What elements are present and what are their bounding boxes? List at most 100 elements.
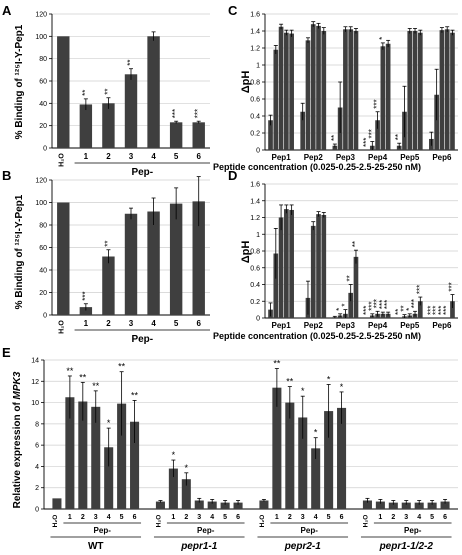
panel-e-xtick-label: 5 bbox=[327, 514, 331, 521]
panel-c-ytick-label: 1.4 bbox=[250, 29, 260, 36]
panel-e-xtick-label: 1 bbox=[378, 514, 382, 521]
panel-label-c: C bbox=[228, 3, 238, 18]
panel-e-significance: * bbox=[340, 382, 344, 392]
panel-d-bar bbox=[278, 217, 284, 318]
panel-e-bar bbox=[117, 403, 127, 509]
panel-a-ytick-label: 40 bbox=[39, 101, 47, 108]
panel-e-xtick-label: H₂O bbox=[259, 515, 266, 528]
panel-b-xtick-label: 1 bbox=[84, 319, 89, 328]
panel-e-xtick-label: 6 bbox=[236, 514, 240, 521]
panel-e-ytick-label: 2 bbox=[35, 485, 39, 492]
panel-d-ytick-label: 1.2 bbox=[250, 215, 260, 222]
panel-e-ytick-label: 4 bbox=[35, 464, 39, 471]
panel-b-bar bbox=[124, 213, 138, 315]
panel-e-bar bbox=[168, 468, 178, 509]
panel-e-bar bbox=[285, 402, 295, 509]
panel-d-significance: *** bbox=[432, 306, 441, 315]
panel-a-xtick-label: 3 bbox=[129, 152, 134, 161]
panel-e-ylabel: Relative expression of MPK3 bbox=[12, 371, 23, 508]
panel-e-xtick-label: H₂O bbox=[362, 515, 369, 528]
panel-e-bar bbox=[337, 407, 347, 509]
panel-e-significance: ** bbox=[92, 381, 100, 391]
panel-e-significance: * bbox=[185, 463, 189, 473]
panel-e-significance: * bbox=[301, 386, 305, 396]
panel-e-bar bbox=[388, 502, 398, 509]
panel-a-bar bbox=[57, 36, 70, 149]
panel-e-xtick-label: 4 bbox=[107, 514, 111, 521]
panel-d-xtick-label: Pep6 bbox=[432, 321, 452, 330]
panel-c-ytick-label: 1.6 bbox=[250, 12, 260, 19]
panel-c-bar bbox=[305, 40, 311, 150]
panel-e-significance: ** bbox=[118, 362, 126, 372]
panel-e-bar bbox=[427, 502, 437, 509]
panel-d-significance: *** bbox=[378, 300, 387, 309]
panel-d-bar bbox=[385, 313, 391, 318]
panel-c-ytick-label: 0 bbox=[256, 148, 260, 155]
panel-c-ytick-label: 1.2 bbox=[250, 46, 260, 53]
panel-d-ytick-label: 1.6 bbox=[250, 182, 260, 189]
panel-b-xtick-label: 2 bbox=[106, 319, 111, 328]
panel-b-ytick-label: 0 bbox=[43, 313, 47, 320]
panel-c-xtick-label: Pep4 bbox=[368, 153, 388, 162]
panel-d-ytick-label: 1 bbox=[256, 232, 260, 239]
panel-d-significance: ** bbox=[351, 241, 360, 247]
panel-e-bar bbox=[91, 406, 101, 509]
panel-e-xtick-label: 2 bbox=[184, 514, 188, 521]
panel-d-significance: *** bbox=[373, 299, 382, 308]
panel-b-ytick-label: 120 bbox=[35, 178, 47, 185]
panel-e-xtick-label: H₂O bbox=[155, 515, 162, 528]
panel-e-xtick-label: 6 bbox=[340, 514, 344, 521]
panel-c-ylabel: ΔpH bbox=[240, 71, 252, 94]
panel-e-bar bbox=[414, 502, 424, 509]
panel-c-bar bbox=[300, 111, 306, 150]
panel-d-ytick-label: 1.4 bbox=[250, 198, 260, 205]
panel-d-ytick-label: 0.8 bbox=[250, 249, 260, 256]
panel-e-xtick-label: 3 bbox=[404, 514, 408, 521]
panel-a-significance: *** bbox=[194, 109, 203, 118]
panel-e-bar bbox=[401, 502, 411, 509]
panel-c-significance: *** bbox=[373, 99, 382, 108]
panel-e-significance: ** bbox=[79, 372, 87, 382]
panel-b-bar bbox=[79, 307, 93, 315]
panel-e-bar bbox=[298, 417, 308, 509]
panel-a-bar bbox=[102, 103, 115, 148]
panel-a-xtick-label: 6 bbox=[196, 152, 201, 161]
panel-b-ytick-label: 100 bbox=[35, 200, 47, 207]
panel-d-bar bbox=[417, 301, 423, 318]
panel-c-bar bbox=[380, 46, 386, 150]
panel-d-significance: *** bbox=[383, 300, 392, 309]
panel-b-significance: ** bbox=[103, 241, 112, 247]
panel-e-xtick-label: 3 bbox=[197, 514, 201, 521]
panel-a-ylabel: % Binding of ¹²⁵I-Y-Pep1 bbox=[14, 24, 25, 139]
panel-b-bar bbox=[169, 203, 183, 315]
panel-d-ytick-label: 0 bbox=[256, 316, 260, 323]
panel-d-bar bbox=[321, 214, 327, 318]
panel-e-bar bbox=[181, 479, 191, 509]
panel-e-ytick-label: 8 bbox=[35, 421, 39, 428]
panel-a-significance: ** bbox=[81, 90, 90, 96]
panel-d-significance: ** bbox=[394, 309, 403, 315]
panel-c-bar bbox=[439, 30, 445, 150]
panel-e-xtick-label: 4 bbox=[417, 514, 421, 521]
panel-d-significance: *** bbox=[426, 306, 435, 315]
panel-c-ytick-label: 1 bbox=[256, 63, 260, 70]
panel-a-bar bbox=[169, 122, 183, 148]
panel-e-bar bbox=[78, 401, 88, 509]
panel-a-bar bbox=[79, 104, 93, 148]
panel-b-significance: *** bbox=[81, 291, 90, 300]
panel-d-bar bbox=[348, 292, 354, 318]
panel-c-bar bbox=[412, 31, 418, 150]
panel-d-bar bbox=[289, 209, 294, 318]
panel-e-bar bbox=[130, 421, 140, 509]
panel-e-xtick-label: 3 bbox=[301, 514, 305, 521]
panel-d-bar bbox=[273, 253, 279, 318]
panel-e-xlabel: Pep- bbox=[301, 526, 319, 535]
panel-c-xlabel: Peptide concentration (0.025-0.25-2.5-25… bbox=[213, 162, 421, 172]
panel-d-xtick-label: Pep5 bbox=[400, 321, 420, 330]
panel-a-ytick-label: 100 bbox=[35, 34, 47, 41]
panel-e-group-label: pepr2-1 bbox=[284, 541, 322, 552]
panel-e-xtick-label: 5 bbox=[430, 514, 434, 521]
panel-c-bar bbox=[332, 145, 338, 150]
panel-b-xtick-label: H₂O bbox=[58, 320, 65, 334]
panel-d-xtick-label: Pep4 bbox=[368, 321, 388, 330]
